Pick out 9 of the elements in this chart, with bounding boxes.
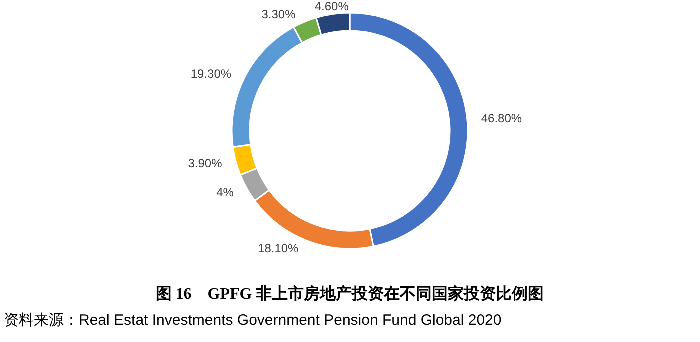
text: 图 16 GPFG 非上市房地产投资在不同国家投资比例图 <box>154 284 546 305</box>
data-label: 4% <box>216 185 234 200</box>
data-label: 19.30% <box>190 67 232 82</box>
data-label: 4.60% <box>314 0 350 14</box>
text: 资料来源：Real Estat Investments Government Pension Fund Global 2020 <box>3 311 503 330</box>
data-label: 46.80% <box>481 111 522 126</box>
data-label: 3.90% <box>188 156 223 170</box>
data-label: 3.30% <box>262 8 296 22</box>
data-label: 18.10% <box>258 242 300 256</box>
